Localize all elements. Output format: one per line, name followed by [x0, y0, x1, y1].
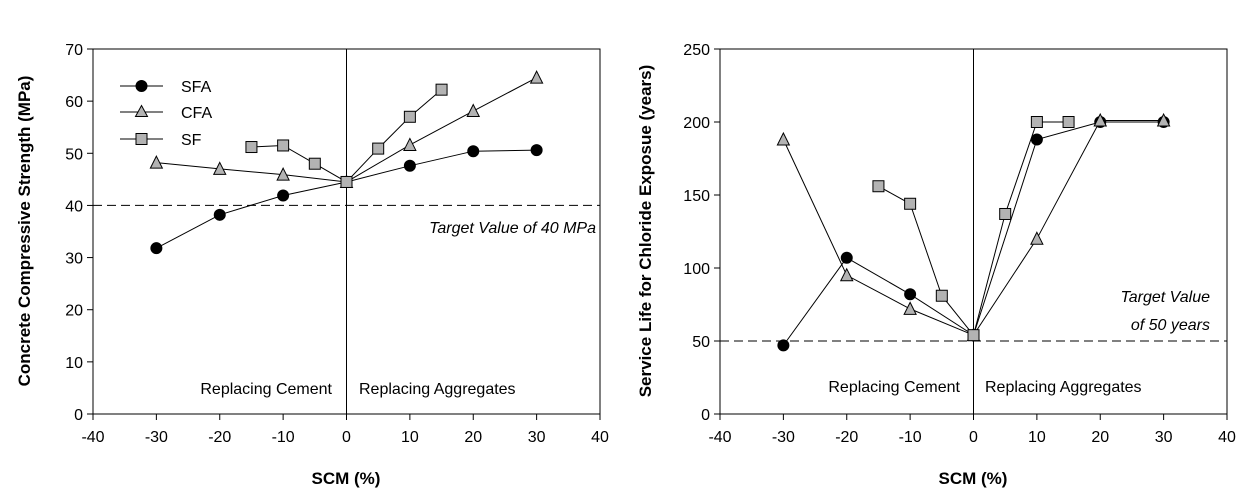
left-x-axis-title: SCM (%) [312, 469, 381, 488]
right-point-sf [967, 329, 980, 342]
left-point-sfa [277, 189, 290, 202]
right-y-axis-title: Service Life for Chloride Exposue (years… [636, 65, 655, 398]
right-x-tick-label: 20 [1091, 429, 1109, 446]
right-x-tick-label: 0 [969, 429, 978, 446]
right-y-tick-label: 50 [692, 334, 710, 351]
right-x-tick-label: -30 [772, 429, 795, 446]
legend-label-sf: SF [181, 132, 202, 149]
right-x-axis-title: SCM (%) [939, 469, 1008, 488]
left-y-tick-label: 50 [65, 146, 83, 163]
left-x-tick-label: 0 [342, 429, 351, 446]
left-point-sfa [213, 208, 226, 221]
right-point-cfa [839, 267, 854, 282]
right-chart: SCM (%) Service Life for Chloride Exposu… [636, 42, 1236, 488]
right-region-label-aggregates: Replacing Aggregates [985, 379, 1142, 396]
right-x-tick-label: -20 [835, 429, 858, 446]
left-point-sf [308, 157, 321, 170]
left-x-tick-label: 30 [528, 429, 546, 446]
right-y-tick-label: 250 [683, 42, 710, 59]
left-y-tick-label: 30 [65, 251, 83, 268]
legend-item-cfa: CFA [120, 104, 212, 122]
right-x-tick-label: 10 [1028, 429, 1046, 446]
legend-marker-sf [135, 133, 148, 145]
legend-marker-cfa [134, 104, 149, 117]
right-target-label-line2: of 50 years [1131, 317, 1210, 334]
left-point-sf [403, 110, 416, 123]
left-y-tick-label: 60 [65, 94, 83, 111]
left-y-tick-label: 0 [74, 407, 83, 424]
left-point-sf [277, 139, 290, 152]
left-y-axis-title: Concrete Compressive Strength (MPa) [15, 76, 34, 387]
right-point-sf [904, 197, 917, 210]
right-point-sf [1062, 116, 1075, 128]
left-point-cfa [149, 155, 164, 169]
left-x-tick-label: -30 [145, 429, 168, 446]
right-point-sfa [840, 251, 853, 264]
left-point-cfa [212, 161, 227, 175]
left-point-sf [340, 175, 353, 188]
right-point-cfa [903, 301, 917, 315]
right-y-tick-label: 150 [683, 188, 710, 205]
right-x-tick-label: 40 [1218, 429, 1236, 446]
right-region-label-cement: Replacing Cement [828, 379, 960, 396]
right-y-tick-label: 100 [683, 261, 710, 278]
right-point-sfa [904, 288, 917, 301]
right-point-sf [1030, 116, 1043, 128]
left-x-tick-label: -20 [208, 429, 231, 446]
left-region-label-aggregates: Replacing Aggregates [359, 381, 516, 398]
legend-marker-sfa [135, 80, 148, 92]
left-x-tick-label: 20 [464, 429, 482, 446]
legend-label-cfa: CFA [181, 105, 212, 122]
right-y-tick-label: 0 [701, 407, 710, 424]
right-point-cfa [776, 131, 791, 146]
right-point-sf [935, 289, 948, 302]
left-y-tick-label: 70 [65, 42, 83, 59]
left-point-sf [435, 83, 448, 96]
left-y-tick-label: 20 [65, 303, 83, 320]
legend-item-sfa: SFA [120, 79, 212, 96]
left-point-cfa [466, 103, 481, 118]
right-point-cfa [1030, 231, 1044, 245]
left-region-label-cement: Replacing Cement [200, 381, 332, 398]
left-target-label: Target Value of 40 MPa [429, 220, 596, 237]
left-point-sfa [530, 144, 543, 157]
left-x-tick-label: -40 [81, 429, 104, 446]
right-point-sfa [1030, 133, 1043, 146]
left-point-sfa [403, 159, 416, 172]
left-y-tick-label: 40 [65, 198, 83, 215]
right-point-cfa [1093, 112, 1108, 127]
left-x-tick-label: 10 [401, 429, 419, 446]
left-point-sfa [467, 145, 480, 158]
left-x-tick-label: -10 [272, 429, 295, 446]
right-x-tick-label: -40 [708, 429, 731, 446]
right-point-cfa [1156, 112, 1171, 127]
legend-item-sf: SF [120, 132, 202, 149]
left-point-sf [372, 142, 385, 155]
right-x-tick-label: 30 [1155, 429, 1173, 446]
right-point-sfa [777, 339, 790, 352]
left-point-sf [245, 141, 258, 154]
right-y-tick-label: 200 [683, 115, 710, 132]
left-x-tick-label: 40 [591, 429, 609, 446]
right-x-tick-label: -10 [899, 429, 922, 446]
right-target-label-line1: Target Value [1120, 289, 1210, 306]
left-y-tick-label: 10 [65, 355, 83, 372]
right-point-sf [999, 207, 1012, 220]
left-point-sfa [150, 242, 163, 255]
left-legend: SFA CFA SF [120, 79, 212, 149]
left-point-cfa [403, 137, 417, 151]
legend-label-sfa: SFA [181, 79, 212, 96]
left-point-cfa [276, 167, 290, 181]
left-chart: SCM (%) Concrete Compressive Strength (M… [15, 42, 609, 488]
right-point-sf [872, 180, 885, 193]
left-point-cfa [529, 70, 544, 84]
